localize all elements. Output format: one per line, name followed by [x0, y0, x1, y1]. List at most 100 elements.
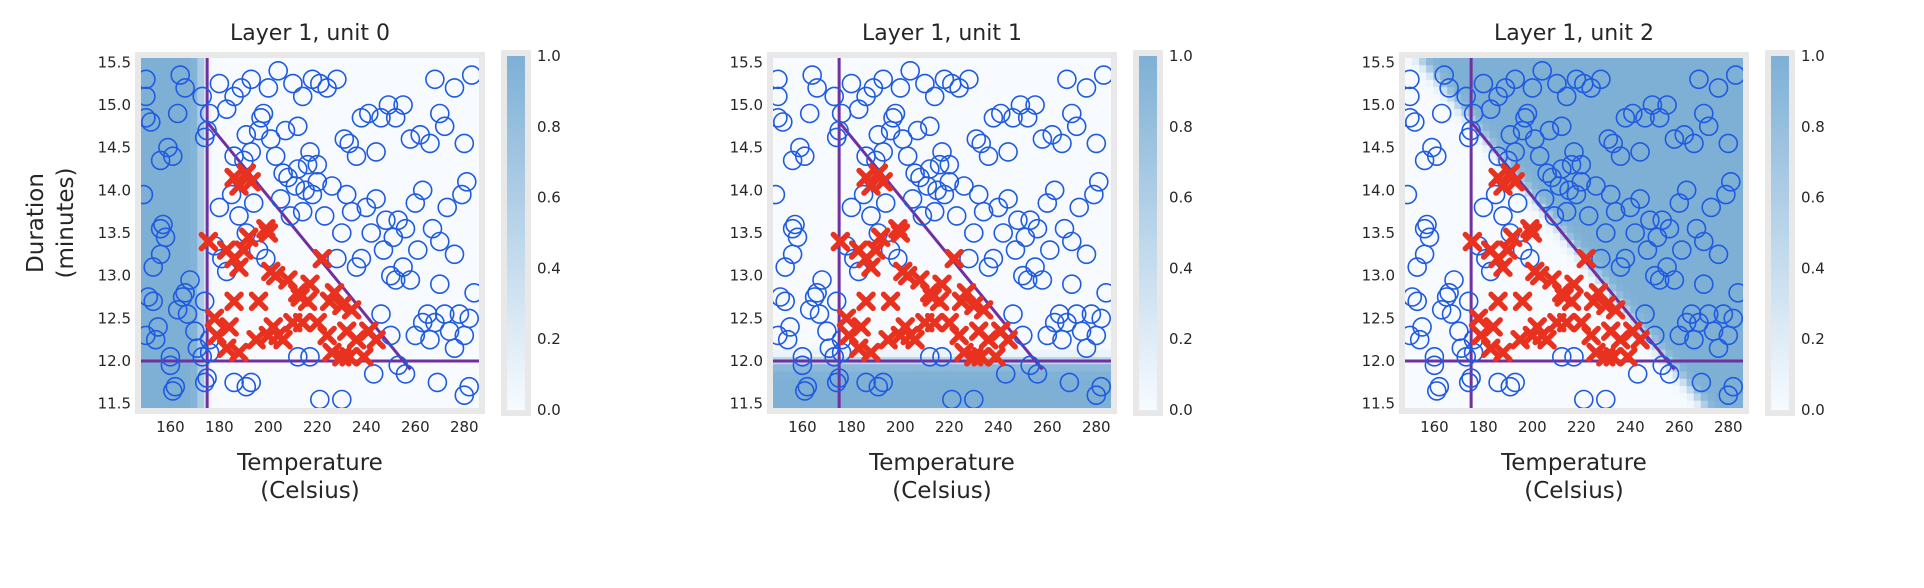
heatmap-cell — [162, 371, 170, 380]
heatmap-cell — [906, 240, 915, 249]
heatmap-cell — [942, 196, 950, 205]
heatmap-cell — [331, 313, 339, 322]
heatmap-cell — [1096, 65, 1105, 74]
heatmap-cell — [1082, 181, 1091, 190]
negative-point — [273, 163, 293, 183]
heatmap-cell — [429, 305, 438, 314]
heatmap-cell — [225, 123, 234, 132]
heatmap-cell — [141, 364, 149, 373]
heatmap-cell — [1075, 291, 1084, 300]
heatmap-cell — [1026, 400, 1035, 408]
heatmap-cell — [801, 181, 809, 190]
heatmap-cell — [225, 335, 234, 343]
heatmap-cell — [808, 233, 816, 241]
heatmap-cell — [260, 123, 269, 132]
heatmap-cell — [927, 181, 936, 190]
heatmap-cell — [1040, 342, 1049, 351]
heatmap-cell — [373, 123, 382, 132]
heatmap-cell — [253, 145, 262, 154]
heatmap-cell — [920, 240, 929, 249]
heatmap-cell — [991, 247, 999, 256]
heatmap-cell — [408, 240, 417, 249]
heatmap-cell — [787, 386, 795, 395]
heatmap-cell — [450, 313, 459, 322]
heatmap-cell — [1019, 94, 1028, 103]
heatmap-cell — [288, 400, 297, 408]
heatmap-cell — [927, 72, 936, 81]
heatmap-cell — [998, 298, 1006, 307]
colorbar-frame — [501, 50, 531, 416]
heatmap-cell — [1047, 269, 1056, 278]
heatmap-cell — [401, 58, 410, 66]
heatmap-cell — [864, 109, 873, 117]
heatmap-cell — [1103, 72, 1111, 81]
heatmap-cell — [169, 138, 177, 147]
heatmap-cell — [352, 371, 360, 380]
heatmap-cell — [232, 145, 241, 154]
heatmap-cell — [1075, 58, 1084, 66]
heatmap-cell — [885, 167, 894, 176]
heatmap-cell — [998, 400, 1006, 408]
negative-point — [464, 283, 479, 303]
heatmap-cell — [850, 393, 859, 402]
heatmap-cell — [366, 291, 374, 300]
heatmap-cell — [457, 284, 466, 292]
heatmap-cell — [1026, 211, 1035, 220]
heatmap-cell — [380, 284, 389, 292]
heatmap-cell — [1075, 320, 1084, 329]
heatmap-cell — [1040, 167, 1049, 176]
heatmap-cell — [211, 145, 220, 154]
heatmap-cell — [288, 371, 297, 380]
heatmap-cell — [780, 203, 788, 212]
heatmap-cell — [373, 349, 382, 358]
heatmap-cell — [906, 167, 915, 176]
heatmap-cell — [387, 225, 396, 234]
heatmap-cell — [850, 400, 859, 408]
heatmap-cell — [885, 123, 894, 132]
heatmap-cell — [288, 101, 297, 110]
heatmap-cell — [815, 342, 823, 351]
heatmap-cell — [906, 145, 915, 154]
heatmap-cell — [373, 101, 382, 110]
negative-point — [163, 381, 183, 401]
heatmap-cell — [190, 167, 198, 176]
heatmap-cell — [345, 247, 353, 256]
positive-point — [224, 291, 244, 312]
heatmap-cell — [991, 189, 999, 198]
heatmap-cell — [885, 386, 894, 395]
heatmap-cell — [1068, 269, 1077, 278]
heatmap-cell — [787, 65, 795, 74]
heatmap-cell — [338, 342, 346, 351]
heatmap-cell — [394, 145, 403, 154]
heatmap-cell — [471, 240, 479, 249]
heatmap-cell — [373, 116, 382, 125]
heatmap-cell — [359, 371, 367, 380]
heatmap-cell — [422, 58, 431, 66]
heatmap-cell — [1047, 123, 1056, 132]
heatmap-cell — [429, 87, 438, 96]
heatmap-cell — [218, 298, 227, 307]
heatmap-cell — [970, 342, 978, 351]
heatmap-cell — [345, 145, 353, 154]
heatmap-cell — [352, 94, 360, 103]
heatmap-cell — [281, 349, 290, 358]
heatmap-cell — [878, 371, 887, 380]
heatmap-cell — [218, 79, 227, 88]
heatmap-cell — [176, 218, 184, 227]
heatmap-cell — [366, 371, 374, 380]
heatmap-cell — [176, 269, 184, 278]
heatmap-cell — [253, 196, 262, 205]
heatmap-cell — [183, 160, 191, 168]
heatmap-cell — [1068, 342, 1077, 351]
heatmap-cell — [281, 305, 290, 314]
heatmap-cell — [1012, 291, 1021, 300]
heatmap-cell — [998, 225, 1006, 234]
heatmap-cell — [970, 393, 978, 402]
heatmap-cell — [197, 79, 205, 88]
heatmap-cell — [829, 393, 837, 402]
heatmap-cell — [246, 262, 255, 271]
heatmap-cell — [373, 160, 382, 168]
heatmap-cell — [141, 130, 149, 139]
heatmap-cell — [934, 145, 943, 154]
heatmap-cell — [871, 233, 880, 241]
